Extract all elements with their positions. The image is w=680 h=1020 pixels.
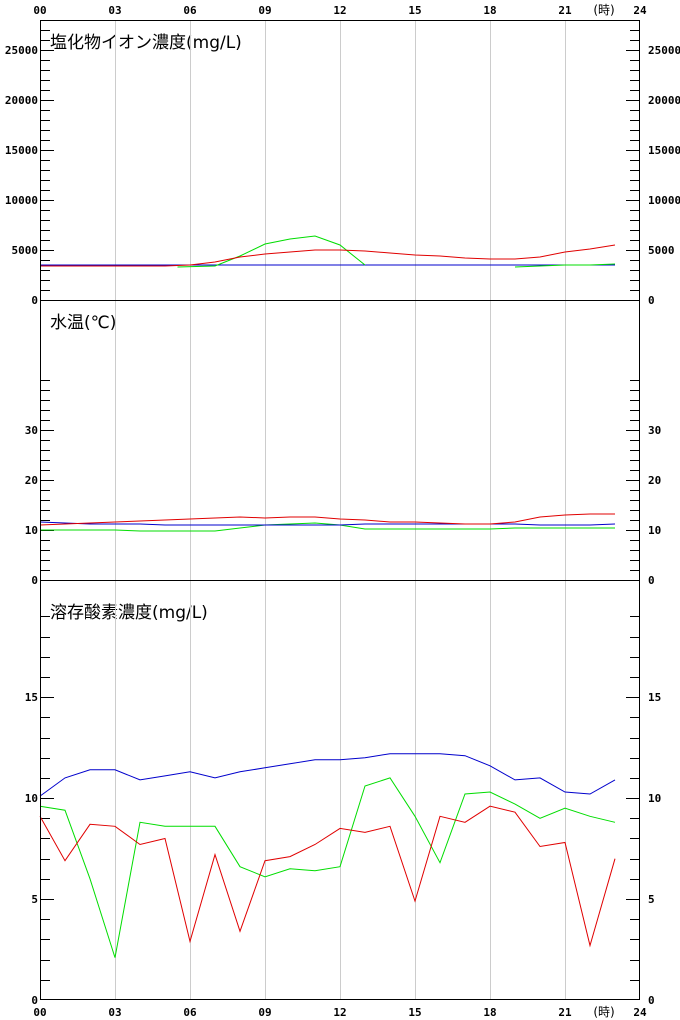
series-line-0-green-1	[177, 235, 366, 268]
top-x-tick-00: 00	[33, 4, 46, 17]
right-y-label-0-5000: 5000	[648, 244, 675, 257]
left-y-label-1-20: 20	[25, 474, 38, 487]
left-y-label-2-0: 0	[31, 994, 38, 1007]
chloride-panel-title: 塩化物イオン濃度(mg/L)	[50, 33, 242, 53]
bottom-x-tick-00: 00	[33, 1006, 46, 1019]
series-line-0-red-3	[40, 244, 616, 267]
left-y-label-0-5000: 5000	[12, 244, 39, 257]
left-y-label-0-20000: 20000	[5, 94, 38, 107]
right-y-label-0-10000: 10000	[648, 194, 680, 207]
left-y-label-1-30: 30	[25, 424, 38, 437]
top-x-tick-03: 03	[108, 4, 121, 17]
right-y-label-2-5: 5	[648, 893, 655, 906]
bottom-x-tick-21: 21	[558, 1006, 572, 1019]
right-y-label-2-15: 15	[648, 691, 661, 704]
series-line-1-red-2	[39, 513, 615, 526]
top-x-tick-15: 15	[408, 4, 421, 17]
top-x-unit-label: (時)	[593, 3, 614, 17]
left-y-label-0-0: 0	[31, 294, 38, 307]
series-line-0-green-2	[514, 263, 616, 268]
bottom-x-tick-06: 06	[183, 1006, 197, 1019]
left-y-label-0-25000: 25000	[5, 44, 38, 57]
top-x-tick-24: 24	[633, 4, 647, 17]
top-x-tick-21: 21	[558, 4, 572, 17]
right-y-label-0-25000: 25000	[648, 44, 680, 57]
left-y-label-2-10: 10	[25, 792, 38, 805]
right-y-label-1-20: 20	[648, 474, 661, 487]
series-line-2-red-2	[39, 805, 616, 948]
bottom-x-tick-18: 18	[483, 1006, 496, 1019]
left-y-label-2-15: 15	[25, 691, 38, 704]
bottom-x-tick-15: 15	[408, 1006, 421, 1019]
top-x-tick-18: 18	[483, 4, 496, 17]
top-x-axis: 00 03 06 09 12 15 18 21 24 (時)	[33, 3, 647, 17]
right-y-label-1-0: 0	[648, 574, 655, 587]
left-y-label-1-0: 0	[31, 574, 38, 587]
bottom-x-tick-09: 09	[258, 1006, 271, 1019]
series-line-1-blue-1	[39, 521, 616, 526]
top-x-tick-06: 06	[183, 4, 197, 17]
bottom-x-tick-24: 24	[633, 1006, 647, 1019]
series-line-1-green-0	[40, 522, 615, 532]
bottom-x-axis: 00 03 06 09 12 15 18 21 24 (時)	[33, 1005, 647, 1019]
left-y-label-0-15000: 15000	[5, 144, 38, 157]
left-y-label-0-10000: 10000	[5, 194, 38, 207]
water-temp-panel-title: 水温(℃)	[50, 313, 116, 333]
bottom-x-tick-03: 03	[108, 1006, 121, 1019]
right-y-label-1-30: 30	[648, 424, 661, 437]
top-x-tick-12: 12	[333, 4, 346, 17]
right-y-label-2-0: 0	[648, 994, 655, 1007]
left-y-label-2-5: 5	[31, 893, 38, 906]
dissolved-oxygen-panel-title: 溶存酸素濃度(mg/L)	[50, 603, 208, 623]
left-y-label-1-10: 10	[25, 524, 38, 537]
bottom-x-tick-12: 12	[333, 1006, 346, 1019]
series-line-2-green-1	[39, 777, 616, 958]
right-y-label-0-15000: 15000	[648, 144, 680, 157]
right-y-label-2-10: 10	[648, 792, 661, 805]
top-x-tick-09: 09	[258, 4, 271, 17]
bottom-x-unit-label: (時)	[593, 1005, 614, 1019]
right-y-label-1-10: 10	[648, 524, 661, 537]
series-line-2-blue-0	[39, 753, 616, 797]
right-y-label-0-20000: 20000	[648, 94, 680, 107]
right-y-label-0-0: 0	[648, 294, 655, 307]
plot-frame	[40, 20, 640, 1000]
chart-frame	[40, 20, 640, 1000]
